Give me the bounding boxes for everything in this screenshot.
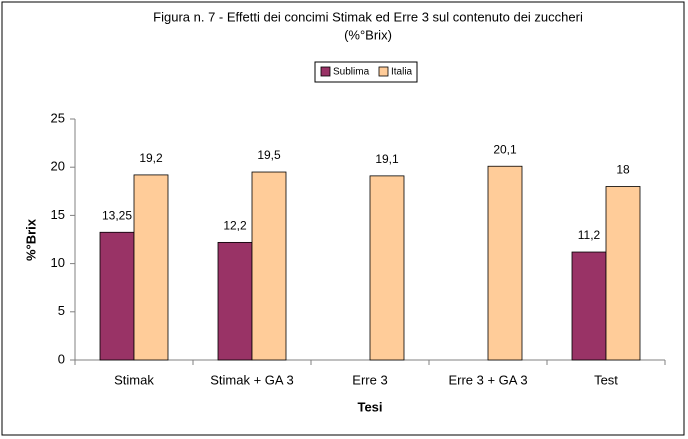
value-label: 12,2 (223, 219, 247, 233)
x-tick-label: Erre 3 (352, 372, 387, 387)
bar (487, 165, 523, 361)
x-tick-label: Stimak + GA 3 (210, 372, 293, 387)
y-tick-label: 0 (58, 351, 65, 366)
value-label: 11,2 (578, 228, 601, 242)
x-tick-label: Erre 3 + GA 3 (448, 372, 527, 387)
bar (369, 175, 405, 361)
x-tick-label: Test (594, 372, 618, 387)
y-tick-label: 10 (51, 255, 65, 270)
legend-label: Sublima (333, 67, 370, 78)
x-tick-label: Stimak (114, 372, 154, 387)
value-label: 20,1 (493, 142, 517, 156)
bar (251, 171, 287, 361)
y-tick-label: 15 (51, 207, 65, 222)
legend-box (314, 61, 418, 83)
legend-label: Italia (391, 67, 413, 78)
legend-swatch (378, 66, 389, 77)
bar (605, 186, 641, 361)
chart-subtitle: (%°Brix) (344, 27, 392, 42)
value-label: 19,5 (257, 148, 281, 162)
x-axis-label: Tesi (357, 399, 382, 414)
bar (99, 231, 135, 361)
y-tick-label: 20 (51, 159, 65, 174)
bar (133, 174, 169, 361)
bar (571, 251, 607, 361)
value-label: 19,1 (375, 152, 399, 166)
value-label: 18 (616, 163, 630, 177)
legend-swatch (320, 66, 331, 77)
y-tick-label: 25 (51, 110, 65, 125)
bar (217, 241, 253, 361)
chart-title: Figura n. 7 - Effetti dei concimi Stimak… (153, 9, 583, 24)
y-axis-label: %°Brix (23, 218, 38, 261)
y-tick-label: 5 (58, 303, 65, 318)
value-label: 13,25 (102, 208, 132, 222)
value-label: 19,2 (139, 151, 163, 165)
